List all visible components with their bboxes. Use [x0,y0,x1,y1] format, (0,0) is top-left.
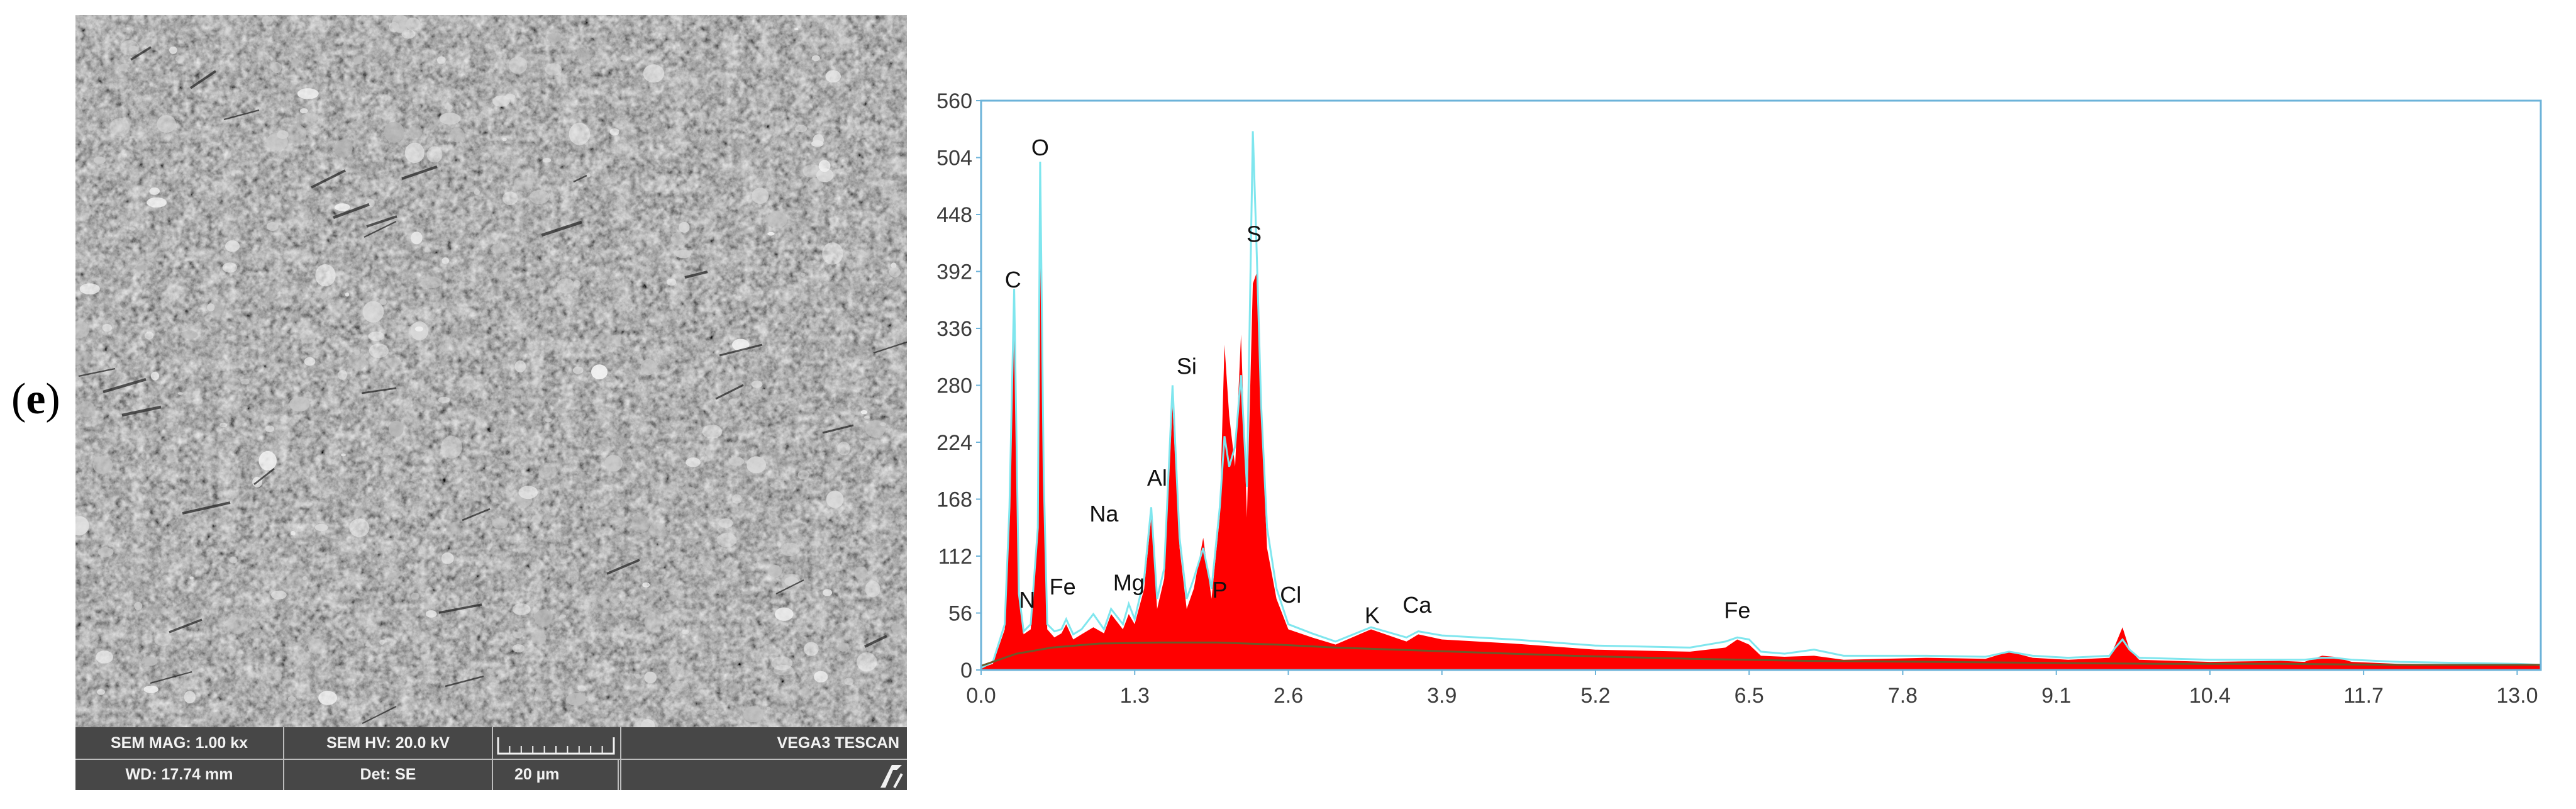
background-line [980,641,2541,667]
y-tick-label: 224 [936,431,972,455]
sem-image [75,15,907,727]
element-label: O [1031,135,1049,160]
element-label: Fe [1724,597,1750,623]
y-tick-label: 168 [936,488,972,512]
scale-bar-label: 20 µm [493,759,619,790]
x-tick-label: 2.6 [1274,684,1303,708]
element-label: Na [1089,501,1119,527]
element-label: Mg [1113,570,1145,596]
spectrum-area [981,172,2541,671]
x-tick-label: 5.2 [1580,684,1610,708]
x-tick-label: 3.9 [1427,684,1457,708]
y-tick-label: 448 [936,203,972,227]
x-tick-label: 9.1 [2041,684,2071,708]
sem-voltage: SEM HV: 20.0 kV [284,727,493,759]
y-tick-label: 504 [936,147,972,170]
y-tick-label: 336 [936,317,972,341]
x-tick-label: 6.5 [1735,684,1764,708]
element-label: Fe [1050,574,1076,600]
sem-micrograph: SEM MAG: 1.00 kx SEM HV: 20.0 kV WD: 17.… [75,15,907,790]
element-label: P [1213,577,1228,603]
eds-spectrum-chart: 0 56 112 168 224 280 336 392 448 504 560 0.0 1.3 2.6 3… [936,89,2542,708]
y-tick-label: 0 [960,659,972,683]
element-label: Si [1177,353,1197,379]
sem-info-bar: SEM MAG: 1.00 kx SEM HV: 20.0 kV WD: 17.… [75,727,907,790]
x-tick-label: 11.7 [2343,684,2384,708]
element-label: S [1246,221,1262,247]
plot-frame [980,99,2542,671]
element-label: N [1019,587,1035,613]
tescan-logo-icon [880,765,903,788]
x-tick-label: 1.3 [1120,684,1150,708]
element-label: K [1365,602,1380,628]
y-tick-label: 392 [936,260,972,284]
element-label: Cl [1280,582,1301,608]
sem-working-distance: WD: 17.74 mm [75,759,284,790]
panel-label: (e) [11,375,60,423]
instrument-label: VEGA3 TESCAN [777,734,899,752]
y-tick-label: 112 [938,545,972,569]
element-label: Ca [1402,592,1432,618]
element-label: Al [1147,465,1167,491]
x-tick-label: 10.4 [2189,684,2231,708]
y-tick-label: 280 [936,374,972,398]
scale-bar [493,727,619,759]
x-tick-label: 0.0 [966,684,996,708]
sem-magnification: SEM MAG: 1.00 kx [75,727,284,759]
y-tick-label: 560 [936,89,972,113]
x-tick-label: 13.0 [2496,684,2538,708]
element-label: C [1005,267,1021,293]
x-tick-label: 7.8 [1888,684,1918,708]
sem-detector: Det: SE [284,759,493,790]
y-tick-label: 56 [948,602,972,626]
reference-spectrum-line [980,131,2541,669]
